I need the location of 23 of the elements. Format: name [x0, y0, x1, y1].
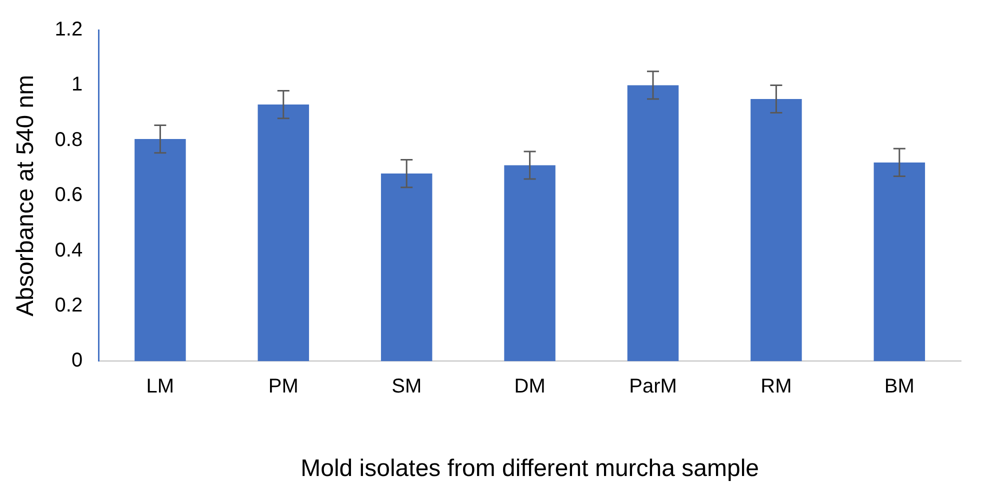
- y-tick-label: 0.4: [54, 239, 83, 262]
- y-tick-label: 0.6: [54, 184, 83, 206]
- y-tick-label: 0.2: [54, 294, 83, 317]
- bar: [258, 104, 310, 362]
- y-tick-label: 1.2: [54, 18, 83, 41]
- x-tick-label: SM: [392, 376, 422, 398]
- bar: [134, 139, 186, 362]
- bar: [750, 99, 802, 362]
- y-tick-label: 1: [71, 74, 83, 96]
- bar: [380, 174, 432, 362]
- x-tick-label: RM: [760, 376, 792, 398]
- x-tick-label: PM: [268, 376, 298, 398]
- x-axis-title: Mold isolates from different murcha sample: [300, 455, 760, 482]
- x-tick-label: LM: [146, 376, 174, 398]
- y-tick-label: 0.8: [54, 128, 83, 151]
- y-axis-title: Absorbance at 540 nm: [12, 74, 40, 316]
- x-tick-label: DM: [514, 376, 546, 398]
- x-tick-label: BM: [884, 376, 914, 398]
- bar: [504, 165, 556, 362]
- bar: [874, 162, 926, 362]
- x-tick-label: ParM: [629, 376, 677, 398]
- y-tick-label: 0: [71, 350, 83, 372]
- bar: [627, 85, 679, 362]
